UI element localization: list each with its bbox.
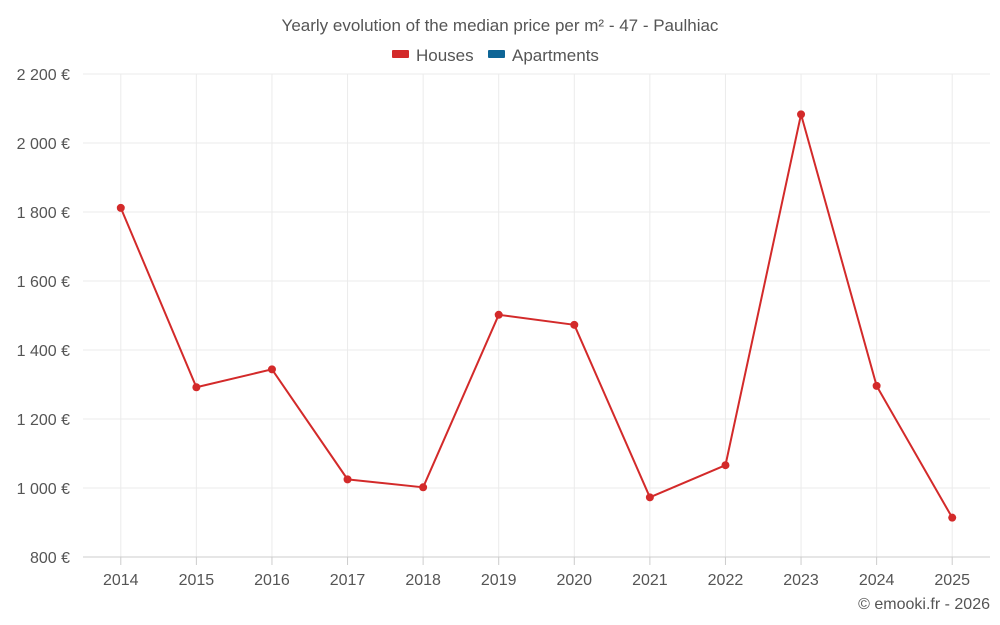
x-axis: 2014 2015 2016 2017 2018 2019 2020 2021 2022 2023… [83,556,990,589]
series-houses [116,110,957,522]
legend-swatch-apartments[interactable] [488,50,505,58]
x-tick-label: 2014 [103,572,139,589]
data-point[interactable] [116,203,125,212]
data-point[interactable] [419,483,428,492]
x-tick-label: 2015 [179,572,215,589]
data-point[interactable] [645,493,654,502]
x-tick-label: 2018 [405,572,441,589]
legend-swatch-houses[interactable] [392,50,409,58]
legend: Houses Apartments [392,46,599,65]
data-point[interactable] [267,365,276,374]
credit-text: © emooki.fr - 2026 [858,596,990,613]
legend-label-apartments[interactable]: Apartments [512,46,599,65]
y-tick-label: 800 € [30,550,70,567]
y-tick-label: 1 000 € [17,481,70,498]
y-tick-label: 2 200 € [17,67,70,84]
data-point[interactable] [192,383,201,392]
data-point[interactable] [797,110,806,119]
data-point[interactable] [872,381,881,390]
y-tick-label: 1 600 € [17,274,70,291]
data-point[interactable] [494,310,503,319]
chart-title: Yearly evolution of the median price per… [282,16,719,35]
y-tick-label: 1 800 € [17,205,70,222]
data-point[interactable] [721,461,730,470]
x-tick-label: 2021 [632,572,668,589]
y-tick-label: 1 400 € [17,343,70,360]
y-tick-label: 1 200 € [17,412,70,429]
grid [83,73,990,557]
x-tick-label: 2019 [481,572,517,589]
data-point[interactable] [343,475,352,484]
x-tick-label: 2024 [859,572,895,589]
data-point[interactable] [948,513,957,522]
series-line-houses [119,113,954,519]
x-tick-label: 2025 [934,572,970,589]
x-tick-label: 2023 [783,572,819,589]
x-tick-label: 2022 [708,572,744,589]
y-tick-label: 2 000 € [17,136,70,153]
x-tick-label: 2017 [330,572,366,589]
x-tick-label: 2020 [556,572,592,589]
data-point[interactable] [570,320,579,329]
x-tick-label: 2016 [254,572,290,589]
legend-label-houses[interactable]: Houses [416,46,474,65]
y-axis: 800 € 1 000 € 1 200 € 1 400 € 1 600 € 1 800 €… [17,67,70,567]
